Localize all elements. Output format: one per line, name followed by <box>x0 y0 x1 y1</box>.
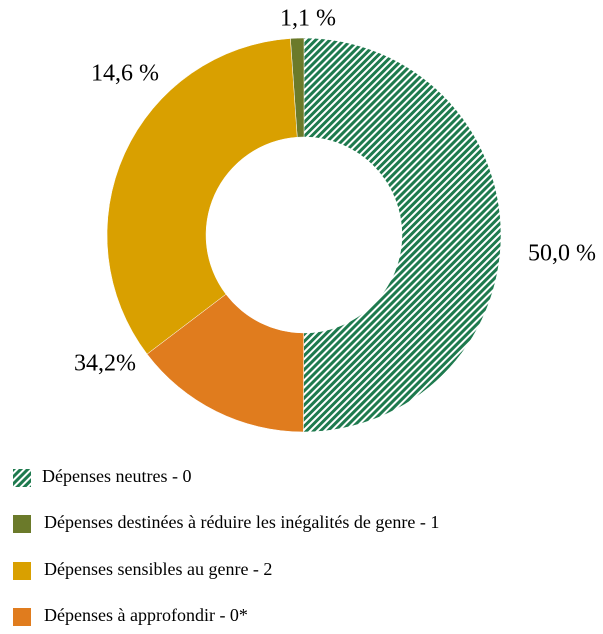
donut-slice <box>303 37 502 433</box>
legend-swatch <box>13 469 31 487</box>
legend-label: Dépenses à approfondir - 0* <box>44 605 248 625</box>
data-label: 1,1 % <box>280 6 336 32</box>
legend-swatch <box>13 608 31 626</box>
data-label: 14,6 % <box>91 61 159 87</box>
data-label: 50,0 % <box>528 241 596 267</box>
legend-label: Dépenses destinées à réduire les inégali… <box>44 512 439 532</box>
donut-slice <box>146 293 304 433</box>
data-label: 34,2% <box>74 351 136 377</box>
legend-swatch <box>13 515 31 533</box>
legend-label: Dépenses sensibles au genre - 2 <box>44 559 272 579</box>
donut-slice <box>290 37 305 138</box>
legend-swatch <box>13 562 31 580</box>
legend-label: Dépenses neutres - 0 <box>42 466 191 486</box>
donut-slice <box>106 38 298 355</box>
